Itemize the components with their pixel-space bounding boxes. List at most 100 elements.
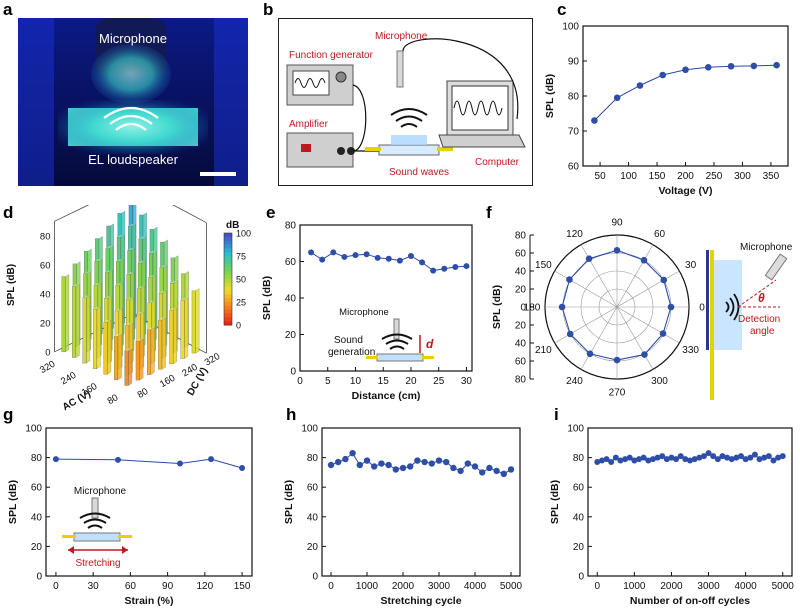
data-point [659, 330, 667, 337]
x-tick-label: 30 [88, 581, 100, 592]
x-tick-label: 0 [53, 581, 59, 592]
panel-letter-d: d [3, 203, 14, 222]
data-point [586, 350, 594, 358]
bar-3d [191, 290, 196, 354]
bar-3d-side [107, 319, 112, 375]
dc-tick-label: 320 [203, 351, 222, 368]
sound-wave-icon [389, 345, 405, 350]
colorbar-segment [224, 279, 232, 284]
arrowhead-icon [122, 546, 128, 554]
chart-spl-distance: 0 20 40 60 80 0 5 10 15 20 25 30 Distance (cm) SPL (d… [262, 221, 473, 402]
polar-spoke [616, 244, 654, 308]
x-tick-label: 2000 [392, 581, 415, 592]
y-tick-label: 0 [312, 572, 318, 583]
sound-wave-icon [381, 333, 413, 340]
y-tick-label: 80 [307, 453, 319, 464]
microphone-icon [91, 497, 99, 519]
data-point [682, 456, 689, 463]
bar-3d-top [72, 261, 81, 264]
polar-microphone-label: Microphone [740, 242, 793, 253]
x-tick-label: 5 [325, 376, 331, 387]
colorbar-segment [224, 271, 232, 276]
data-point [687, 457, 693, 464]
scale-bar [200, 172, 236, 176]
bar-3d-top [149, 227, 158, 230]
y-tick-label: 40 [573, 512, 585, 523]
colorbar-tick-label: 0 [236, 321, 241, 331]
data-point [728, 456, 735, 463]
data-point [640, 454, 647, 461]
x-tick-label: 0 [594, 581, 600, 592]
bar-3d-side [117, 333, 122, 381]
data-point [319, 256, 326, 263]
x-axis-label: Number of on-off cycles [630, 595, 750, 607]
bar-3d-side [86, 295, 91, 364]
x-tick-label: 150 [649, 171, 666, 182]
y-tick-label: 20 [515, 321, 527, 332]
x-tick-label: 120 [196, 581, 213, 592]
inset-microphone-label: Microphone [339, 307, 389, 318]
function-generator-label: Function generator [289, 50, 374, 61]
photo-el-loudspeaker: Microphone EL loudspeaker [18, 18, 248, 186]
ac-tick-label: 80 [106, 392, 121, 407]
bar-3d-top [128, 223, 136, 227]
data-point [659, 453, 666, 460]
sound-wave-icon [87, 524, 103, 529]
detection-angle-label: angle [750, 326, 775, 337]
data-point [649, 456, 656, 463]
data-point [724, 454, 731, 461]
bar-3d-top [159, 290, 167, 294]
data-point [631, 457, 638, 464]
y-tick-label: 0 [520, 303, 526, 314]
schematic-microphone-label: Microphone [375, 31, 428, 42]
y-axis-label: SPL (dB) [7, 480, 19, 524]
y-tick-label: 40 [515, 339, 527, 350]
colorbar-segment [224, 256, 232, 261]
waveform-icon [294, 78, 326, 88]
x-tick-label: 3000 [428, 581, 451, 592]
knob-icon [335, 71, 347, 83]
colorbar-frame [223, 232, 233, 326]
device-edge-icon [706, 250, 709, 350]
data-point [341, 253, 348, 260]
data-point [613, 247, 621, 254]
bar-3d-top [170, 255, 179, 258]
colorbar-segment [224, 286, 232, 291]
bar-3d-top [180, 298, 188, 301]
angle-label: 120 [566, 229, 583, 240]
bar-3d-side [161, 317, 166, 370]
x-tick-label: 20 [405, 376, 417, 387]
data-point [668, 454, 675, 461]
data-point [363, 251, 370, 258]
data-point [419, 259, 426, 266]
bar-3d-top [82, 295, 90, 298]
y-tick-label: 20 [307, 542, 319, 553]
angle-label: 30 [685, 260, 697, 271]
microphone-icon [393, 318, 400, 340]
bar-3d-top [124, 348, 132, 351]
bar-3d-side [75, 283, 80, 358]
data-point [770, 457, 777, 464]
chart-spl-strain: 0 20 40 60 80 100 0 30 60 90 120 150 Strain (%) SPL (… [7, 424, 253, 607]
colorbar-segment [224, 263, 232, 268]
series-line [594, 64, 777, 121]
y-axis-label: SPL (dB) [262, 276, 273, 320]
y-tick-label: 40 [31, 512, 43, 523]
colorbar-segment [224, 233, 232, 238]
y-tick-label: 60 [307, 483, 319, 494]
colorbar-segment [224, 313, 232, 318]
data-point [747, 454, 754, 461]
bar-3d-side [195, 288, 200, 354]
x-tick-label: 2000 [660, 581, 683, 592]
data-point [308, 249, 315, 256]
bar-3d [180, 300, 185, 359]
colorbar-segment [224, 294, 232, 299]
angle-label: 330 [682, 345, 699, 356]
sound-wave-icon [109, 114, 153, 125]
bar-3d [72, 286, 76, 358]
bar-3d-top [169, 308, 177, 311]
bar-3d-top [104, 295, 112, 299]
sound-wave-icon [725, 301, 730, 313]
data-point [493, 467, 500, 475]
y-tick-label: 60 [515, 357, 527, 368]
